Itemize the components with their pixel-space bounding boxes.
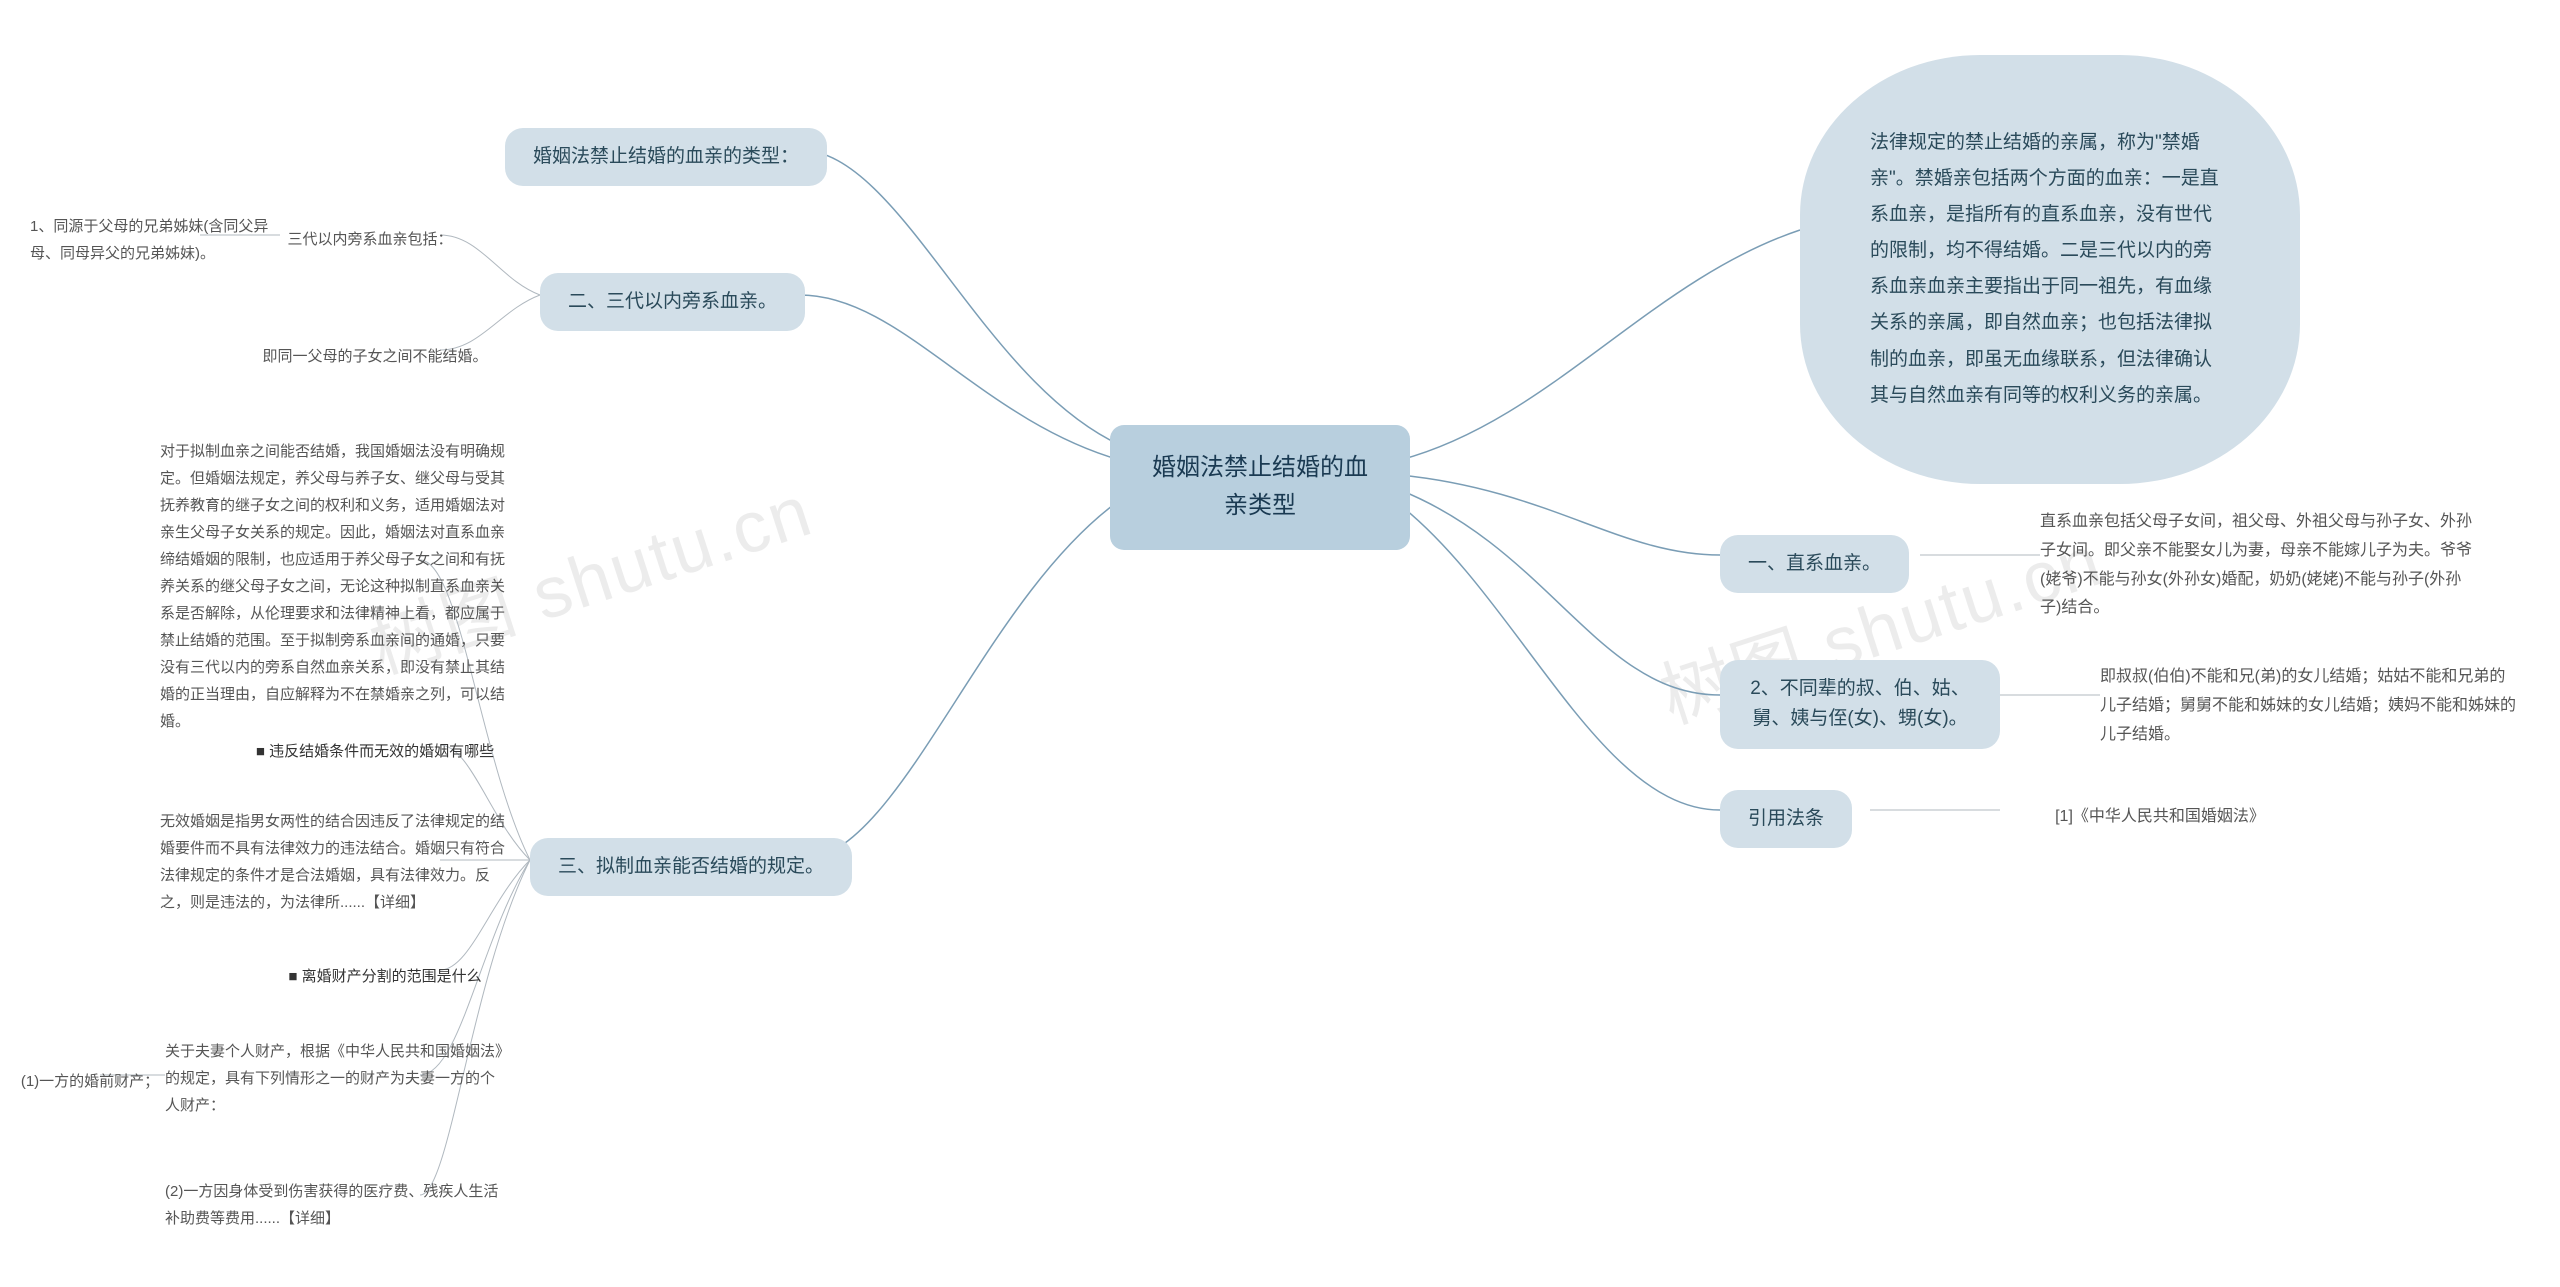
branch-l1: 婚姻法禁止结婚的血亲的类型： bbox=[505, 128, 827, 186]
branch-r3: 引用法条 bbox=[1720, 790, 1852, 848]
leaf-l3-c3: ■ 离婚财产分割的范围是什么 bbox=[265, 955, 505, 998]
leaf-l3-c4-sub: (1)一方的婚前财产； bbox=[20, 1060, 160, 1103]
branch-l3: 三、拟制血亲能否结婚的规定。 bbox=[530, 838, 852, 896]
leaf-r3-detail: [1]《中华人民共和国婚姻法》 bbox=[2000, 795, 2320, 840]
branch-r2: 2、不同辈的叔、伯、姑、舅、姨与侄(女)、甥(女)。 bbox=[1720, 660, 2000, 749]
leaf-l2-c2: 即同一父母的子女之间不能结婚。 bbox=[250, 335, 500, 378]
leaf-r1-detail: 直系血亲包括父母子女间，祖父母、外祖父母与孙子女、外孙子女间。即父亲不能娶女儿为… bbox=[2040, 500, 2480, 631]
leaf-l3-c5: (2)一方因身体受到伤害获得的医疗费、残疾人生活补助费等费用......【详细】 bbox=[165, 1170, 505, 1240]
leaf-l3-c0: 对于拟制血亲之间能否结婚，我国婚姻法没有明确规定。但婚姻法规定，养父母与养子女、… bbox=[160, 430, 510, 743]
leaf-l3-c4: 关于夫妻个人财产，根据《中华人民共和国婚姻法》的规定，具有下列情形之一的财产为夫… bbox=[165, 1030, 505, 1127]
leaf-l3-c1: ■ 违反结婚条件而无效的婚姻有哪些 bbox=[245, 730, 505, 773]
leaf-r2-detail: 即叔叔(伯伯)不能和兄(弟)的女儿结婚；姑姑不能和兄弟的儿子结婚；舅舅不能和姊妹… bbox=[2100, 655, 2520, 757]
branch-r1: 一、直系血亲。 bbox=[1720, 535, 1909, 593]
leaf-l2-c1: 三代以内旁系血亲包括： bbox=[280, 218, 460, 261]
intro-node: 法律规定的禁止结婚的亲属，称为"禁婚亲"。禁婚亲包括两个方面的血亲：一是直系血亲… bbox=[1800, 55, 2300, 484]
branch-l2: 二、三代以内旁系血亲。 bbox=[540, 273, 805, 331]
leaf-l2-c1-detail: 1、同源于父母的兄弟姊妹(含同父异母、同母异父的兄弟姊妹)。 bbox=[30, 205, 270, 275]
leaf-l3-c2: 无效婚姻是指男女两性的结合因违反了法律规定的结婚要件而不具有法律效力的违法结合。… bbox=[160, 800, 510, 924]
root-node: 婚姻法禁止结婚的血亲类型 bbox=[1110, 425, 1410, 550]
